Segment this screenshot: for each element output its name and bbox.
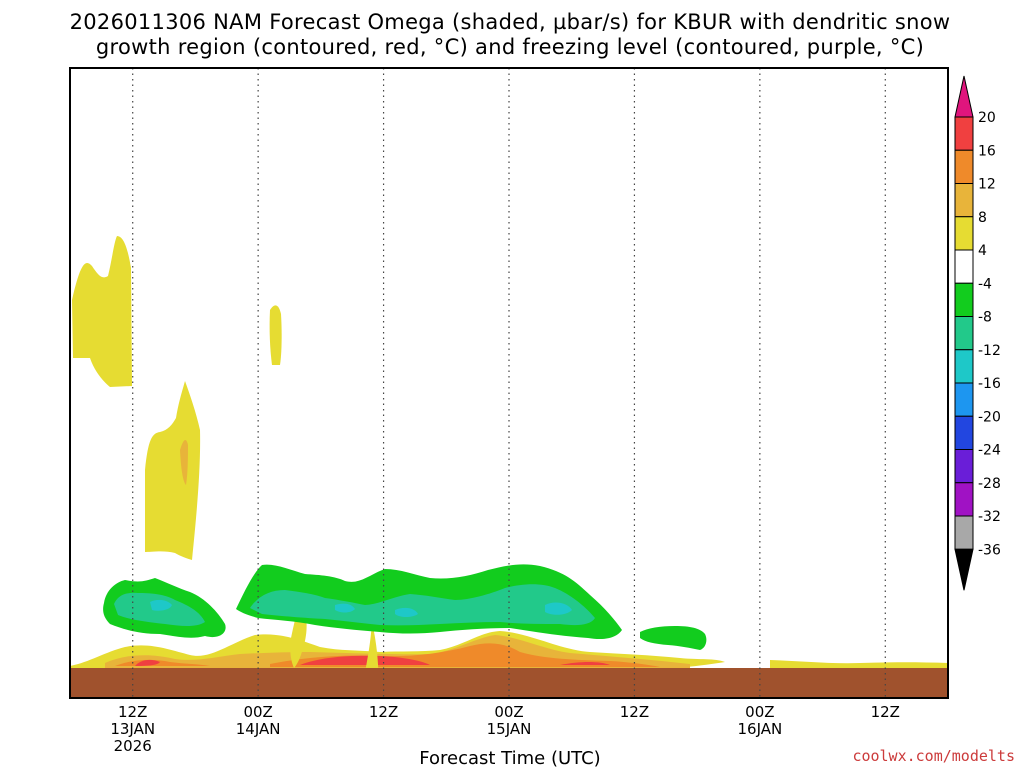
descent-region-upper-column-core [180, 439, 188, 485]
colorbar-bin [954, 249, 974, 284]
x-tick-label: 12Z [118, 703, 147, 721]
colorbar-label: -8 [978, 310, 992, 326]
x-tick-label: 15JAN [487, 720, 532, 738]
descent-region-yellow-far [770, 660, 948, 668]
colorbar-bin [954, 382, 974, 417]
colorbar-label: -4 [978, 276, 992, 292]
colorbar-bin [954, 515, 974, 550]
descent-region-small-1 [269, 305, 282, 365]
colorbar-extend-bottom [954, 548, 974, 591]
colorbar-label: -36 [978, 542, 1001, 558]
colorbar-bin [954, 415, 974, 450]
colorbar-bin [954, 216, 974, 251]
colorbar-label: -20 [978, 409, 1001, 425]
colorbar-bin [954, 316, 974, 351]
colorbar-bin [954, 449, 974, 484]
colorbar-label: 8 [978, 210, 987, 226]
chart-title-line-1: 2026011306 NAM Forecast Omega (shaded, µ… [70, 10, 951, 34]
colorbar-label: 16 [978, 143, 996, 159]
colorbar-bin [954, 349, 974, 384]
x-tick-label: 00Z [243, 703, 272, 721]
ascent-region-teal [114, 584, 595, 626]
x-tick-label: 00Z [494, 703, 523, 721]
x-tick-label: 00Z [745, 703, 774, 721]
colorbar-bin [954, 482, 974, 517]
colorbar-bin [954, 149, 974, 184]
plot-frame [69, 67, 949, 699]
x-tick-label: 12Z [871, 703, 900, 721]
colorbar-label: -16 [978, 376, 1001, 392]
colorbar-extend-top [954, 75, 974, 118]
chart-title-line-2: growth region (contoured, red, °C) and f… [96, 35, 924, 59]
colorbar-label: 4 [978, 243, 987, 259]
x-tick-label: 12Z [369, 703, 398, 721]
x-tick-label: 14JAN [236, 720, 281, 738]
credit-text[interactable]: coolwx.com/modelts [852, 747, 1015, 765]
x-tick-label: 16JAN [737, 720, 782, 738]
x-tick-label: 2026 [114, 737, 152, 755]
colorbar-label: 20 [978, 110, 996, 126]
colorbar-bin [954, 116, 974, 151]
descent-region-upper-column [145, 381, 201, 560]
colorbar-bin [954, 183, 974, 218]
x-tick-label: 12Z [620, 703, 649, 721]
colorbar-label: 12 [978, 177, 996, 193]
x-tick-label: 13JAN [110, 720, 155, 738]
colorbar-label: -32 [978, 509, 1001, 525]
colorbar-label: -28 [978, 476, 1001, 492]
x-axis-label: Forecast Time (UTC) [419, 748, 600, 768]
colorbar-label: -12 [978, 343, 1001, 359]
descent-region-darkorange [115, 643, 660, 667]
ground [70, 668, 948, 698]
colorbar-label: -24 [978, 443, 1001, 459]
ascent-region-green-right [640, 626, 707, 650]
grid-lines [132, 68, 886, 698]
descent-region-upper-left [72, 236, 132, 387]
colorbar: 20 16 12 8 4 -4 -8 -12 -16 -20 -24 -28 -32 -36 [954, 75, 1001, 591]
colorbar-bin [954, 282, 974, 317]
